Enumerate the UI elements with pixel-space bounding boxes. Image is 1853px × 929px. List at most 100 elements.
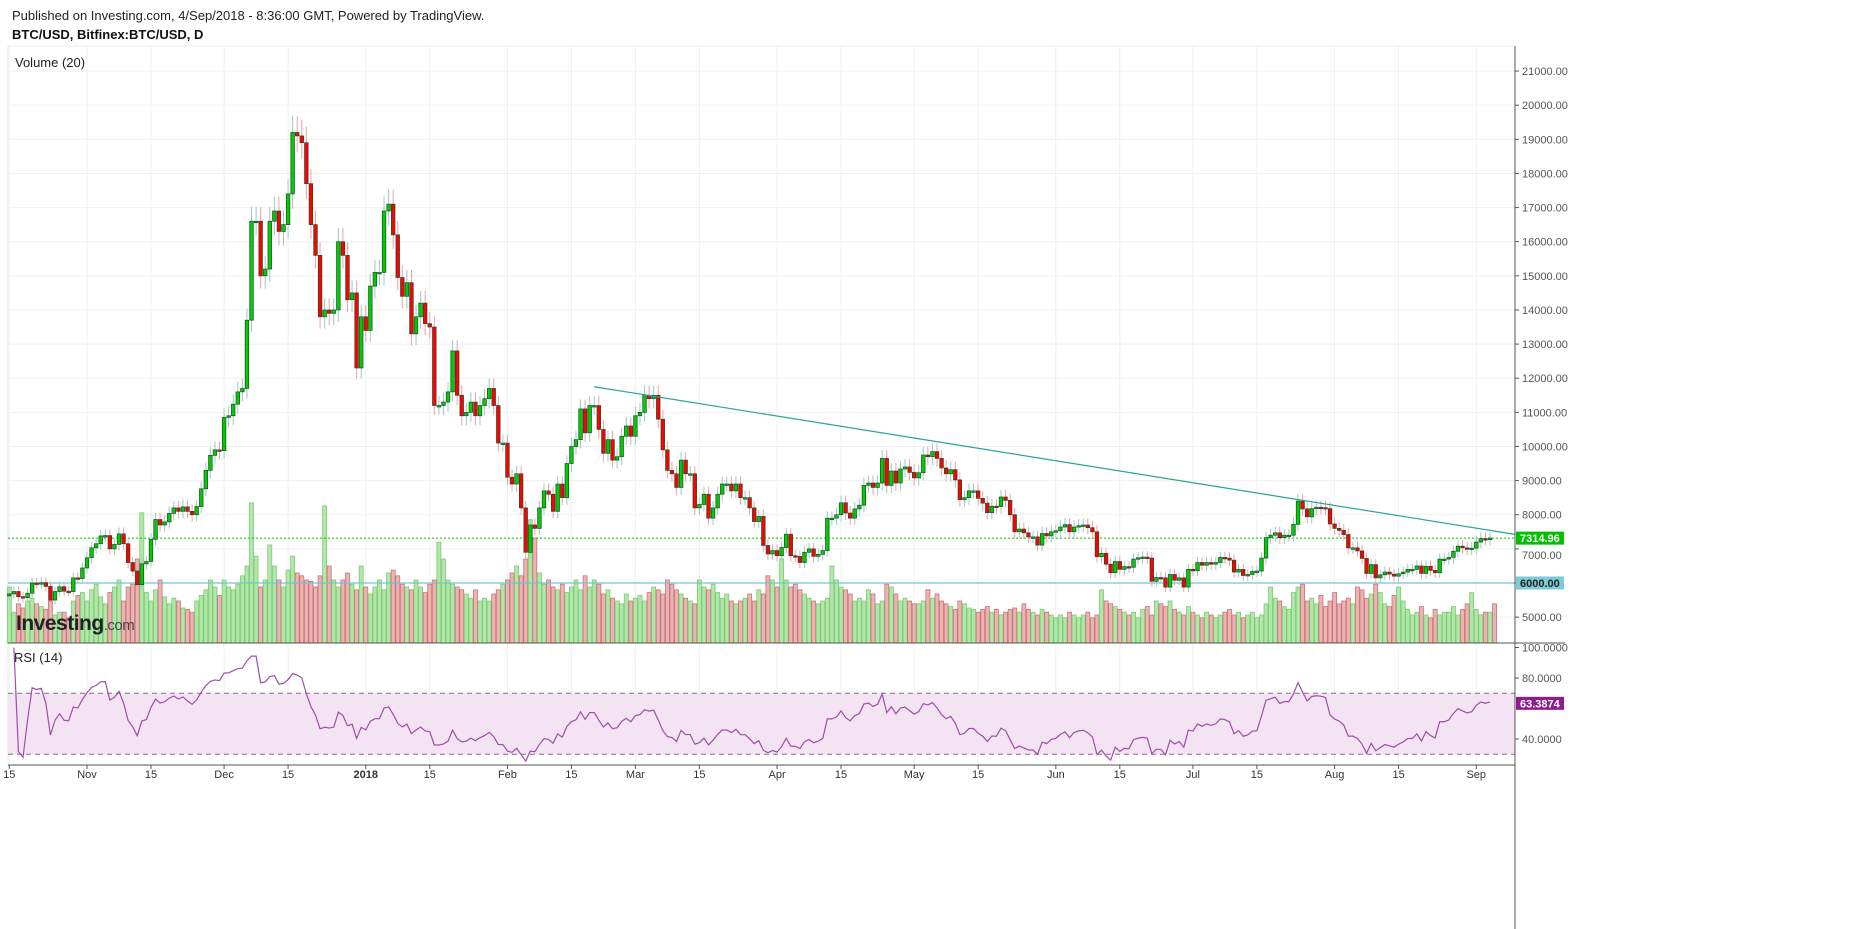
candle (1400, 571, 1406, 575)
volume-bar (1469, 592, 1475, 644)
last-rsi-label: 63.3874 (1520, 698, 1561, 710)
volume-bar (1117, 609, 1123, 644)
volume-bar (276, 579, 282, 644)
candle (642, 394, 647, 413)
candle (1108, 563, 1113, 574)
volume-bar (221, 579, 227, 644)
candle (1117, 561, 1122, 570)
time-tick-label: 15 (565, 769, 577, 781)
candle (317, 255, 323, 318)
candle (221, 417, 227, 451)
candle (176, 507, 181, 512)
candle (194, 506, 199, 516)
candle (848, 512, 853, 519)
candle (304, 142, 309, 185)
candle (1017, 528, 1022, 533)
volume-bar (1359, 589, 1365, 644)
volume-bar (1414, 611, 1420, 644)
candle (601, 429, 606, 454)
volume-bar (445, 579, 451, 644)
candle (418, 302, 423, 318)
candle (25, 592, 30, 599)
candle (738, 483, 743, 499)
candle (1327, 508, 1333, 525)
candle (368, 285, 373, 331)
volume-bar (1487, 611, 1493, 644)
candle (157, 519, 163, 526)
candle (139, 563, 144, 586)
volume-bar (582, 575, 588, 644)
candle (253, 220, 259, 224)
volume-bar (477, 600, 483, 644)
published-note: Published on Investing.com, 4/Sep/2018 -… (12, 8, 485, 23)
candle (1085, 524, 1090, 529)
candle (1163, 577, 1168, 588)
candle (875, 482, 880, 488)
volume-bar (1387, 606, 1392, 644)
candle (48, 586, 53, 601)
last-rsi-label-box (1516, 696, 1564, 710)
candle (989, 505, 994, 514)
volume-bar (642, 600, 647, 644)
candle (52, 591, 58, 601)
time-tick-label: 15 (835, 769, 847, 781)
volume-bar (1286, 609, 1292, 644)
last-price-label-box (1516, 531, 1564, 545)
volume-bar (687, 600, 693, 644)
candle (518, 473, 524, 509)
volume-bar (573, 579, 579, 644)
candle (1218, 557, 1223, 563)
price-tick-label: 12000.00 (1522, 373, 1568, 385)
candle (1387, 571, 1392, 575)
support-level-label-box (1516, 576, 1564, 590)
volume-bar (943, 603, 949, 644)
candle (349, 292, 355, 301)
candle (413, 316, 419, 335)
volume-bar (646, 592, 652, 644)
candle (445, 391, 451, 403)
candle (1245, 574, 1250, 577)
volume-bar (596, 583, 602, 644)
candle (98, 535, 103, 545)
volume-bar (1451, 606, 1456, 644)
candle (11, 591, 17, 595)
candle (80, 567, 85, 579)
candle (1250, 571, 1255, 575)
candle (793, 555, 798, 558)
rsi-tick-label: 80.0000 (1522, 673, 1562, 685)
volume-bar (934, 593, 940, 644)
candle (235, 391, 240, 405)
volume-bar (1217, 614, 1223, 644)
volume-bar (779, 558, 785, 644)
time-tick-label: 2018 (354, 769, 378, 781)
candle (770, 550, 775, 555)
volume-bar (925, 589, 931, 644)
candle (1332, 523, 1337, 529)
candle (1213, 562, 1218, 565)
price-tick-label: 10000.00 (1522, 441, 1568, 453)
volume-bar (1245, 614, 1251, 644)
volume-bar (1272, 597, 1278, 644)
volume-bar (898, 600, 903, 644)
volume-bar (473, 589, 478, 644)
candle (592, 405, 597, 408)
candle (7, 593, 12, 597)
rsi-line (13, 647, 1491, 763)
volume-bar (143, 592, 149, 644)
candle (1021, 528, 1026, 534)
volume-bar (569, 586, 574, 644)
symbol-title: BTC/USD, Bitfinex:BTC/USD, D (12, 27, 204, 42)
volume-bar (1153, 600, 1159, 644)
time-tick-label: Jul (1186, 769, 1200, 781)
volume-bar (207, 579, 213, 644)
candle (130, 562, 135, 572)
volume-bar (226, 586, 232, 644)
volume-bar (1167, 600, 1173, 644)
volume-bar (674, 589, 679, 644)
candle (893, 470, 899, 484)
volume-bar (1391, 595, 1397, 644)
candle (724, 483, 729, 486)
volume-bar (418, 586, 424, 644)
volume-bar (806, 597, 812, 644)
